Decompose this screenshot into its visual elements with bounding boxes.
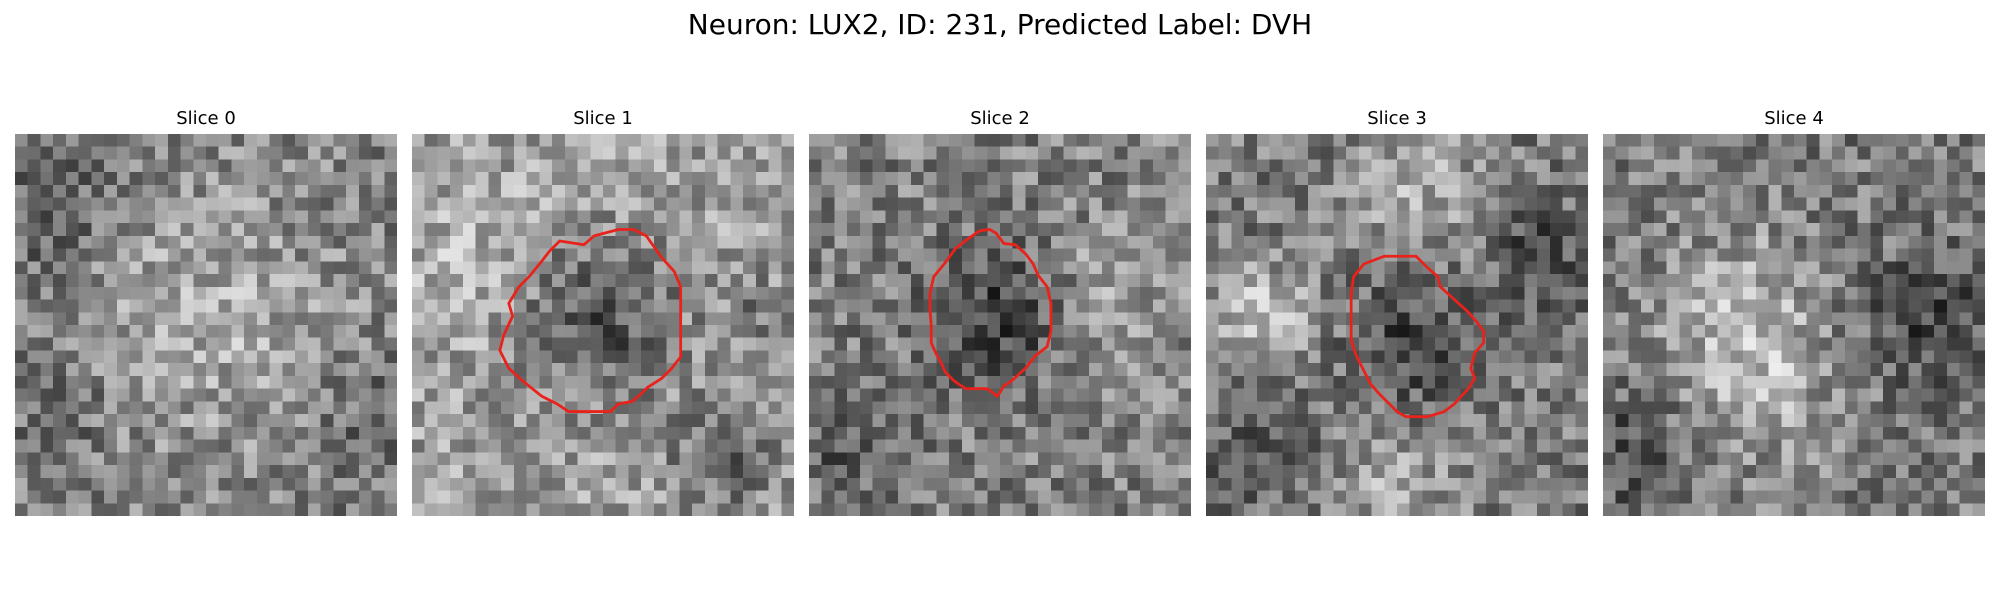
- slice-image-1: [412, 134, 794, 516]
- slice-title-1: Slice 1: [573, 108, 633, 129]
- slice-image-2: [809, 134, 1191, 516]
- slice-title-0: Slice 0: [176, 108, 236, 129]
- slice-image-0: [15, 134, 397, 516]
- slice-title-2: Slice 2: [970, 108, 1030, 129]
- slice-panel-4: Slice 4: [1603, 108, 1985, 516]
- slice-image-3: [1206, 134, 1588, 516]
- slice-panel-0: Slice 0: [15, 108, 397, 516]
- roi-outline-1: [498, 228, 683, 413]
- slice-panel-2: Slice 2: [809, 108, 1191, 516]
- slice-title-3: Slice 3: [1367, 108, 1427, 129]
- slice-title-4: Slice 4: [1764, 108, 1824, 129]
- slice-image-4: [1603, 134, 1985, 516]
- figure-title: Neuron: LUX2, ID: 231, Predicted Label: …: [687, 8, 1313, 41]
- slice-panel-3: Slice 3: [1206, 108, 1588, 516]
- slice-panel-1: Slice 1: [412, 108, 794, 516]
- roi-outline-2: [928, 228, 1053, 399]
- roi-outline-3: [1349, 254, 1485, 419]
